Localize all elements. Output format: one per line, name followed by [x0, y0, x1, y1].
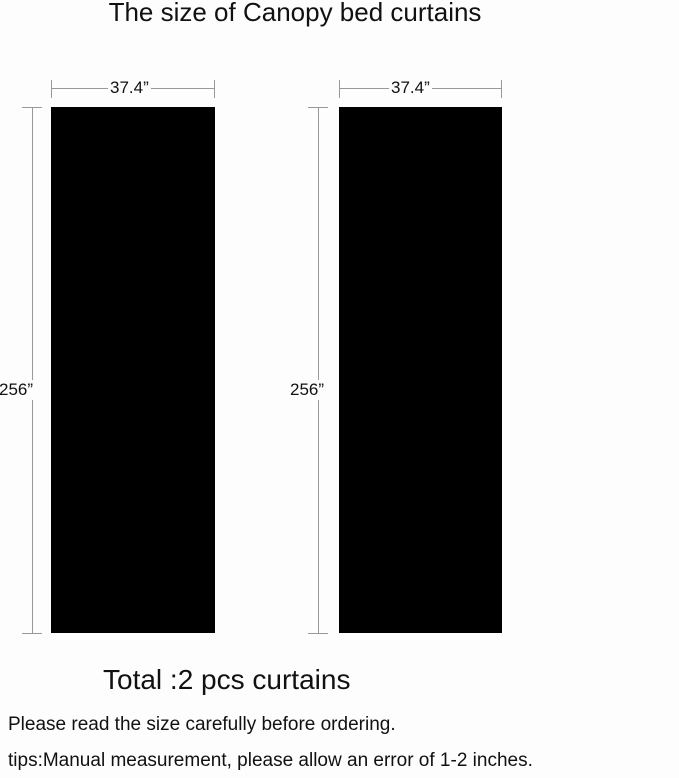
- diagram-title: The size of Canopy bed curtains: [108, 0, 482, 27]
- height-label: 256”: [0, 380, 36, 400]
- note-read-size: Please read the size carefully before or…: [8, 714, 396, 735]
- width-tick-left: [51, 80, 52, 98]
- height-label: 256”: [288, 380, 327, 400]
- width-tick-right: [501, 80, 502, 98]
- total-count: Total :2 pcs curtains: [103, 664, 351, 695]
- curtain-rect: [339, 107, 502, 633]
- curtain-rect: [51, 107, 215, 633]
- width-label: 37.4”: [389, 78, 432, 98]
- height-dimension-line: [32, 107, 33, 634]
- height-dimension-line: [318, 107, 319, 634]
- width-tick-left: [339, 80, 340, 98]
- width-tick-right: [214, 80, 215, 98]
- width-label: 37.4”: [108, 78, 151, 98]
- note-tips: tips:Manual measurement, please allow an…: [8, 750, 533, 771]
